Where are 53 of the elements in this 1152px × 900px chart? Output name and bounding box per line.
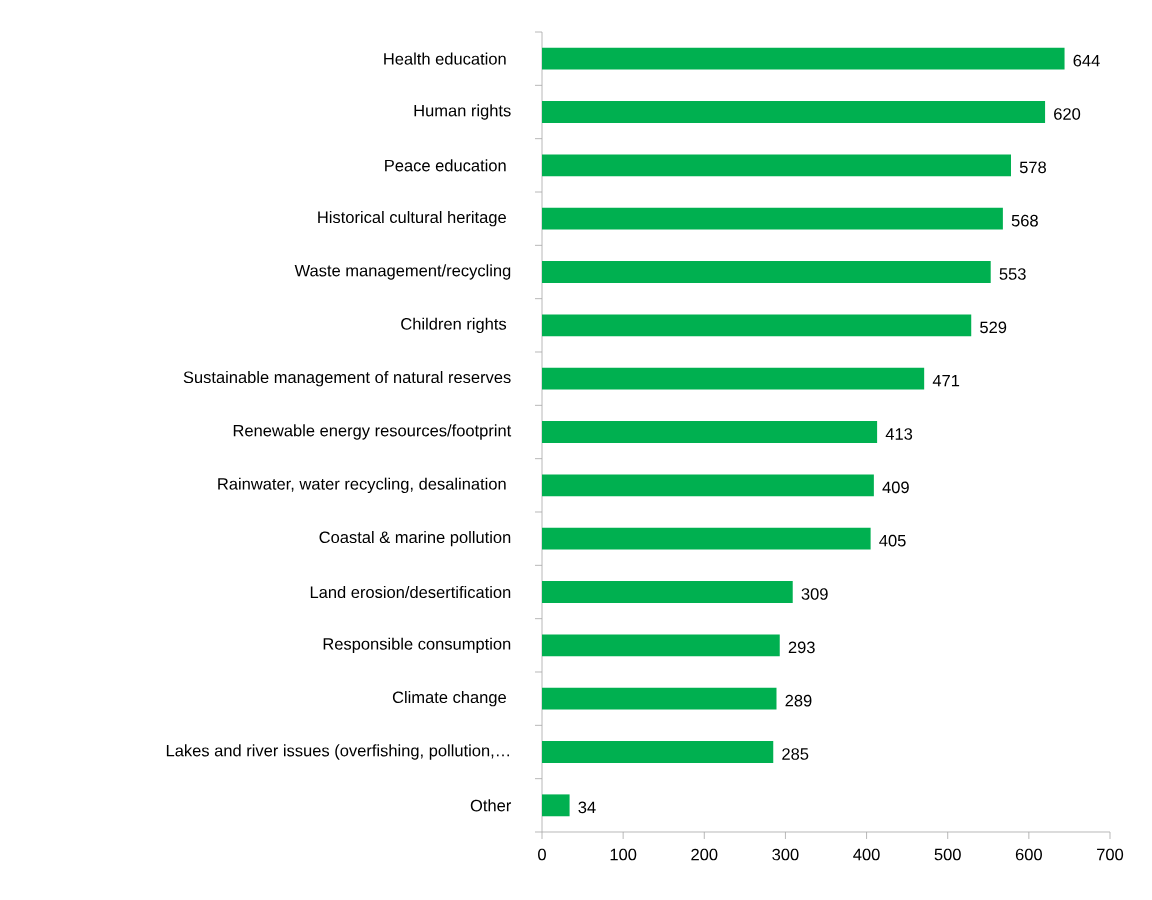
bar — [542, 261, 991, 283]
bar — [542, 527, 871, 550]
data-label: 285 — [782, 748, 809, 760]
bar — [542, 207, 1003, 230]
y-tick-label: Children rights — [401, 317, 507, 334]
y-tick-label: Climate change — [392, 690, 506, 707]
data-label: 405 — [879, 534, 906, 547]
x-tick-label: 100 — [610, 848, 637, 861]
bar — [542, 687, 777, 710]
data-label: 309 — [801, 588, 828, 600]
y-tick-label: Waste management/recycling — [294, 264, 511, 280]
data-label: 529 — [980, 321, 1007, 334]
y-tick-label: Human rights — [414, 104, 511, 120]
bar — [542, 741, 774, 763]
data-label: 293 — [788, 641, 815, 654]
bar — [542, 421, 878, 443]
y-tick-label: Coastal & marine pollution — [319, 530, 511, 547]
bar — [542, 314, 972, 337]
bar — [542, 474, 874, 497]
y-tick-label: Health education — [384, 52, 506, 65]
bar — [542, 794, 570, 817]
x-tick-label: 600 — [1015, 848, 1042, 861]
y-tick-label: Historical cultural heritage — [318, 210, 506, 227]
bar — [542, 101, 1046, 123]
bar — [542, 47, 1065, 70]
bar — [542, 154, 1011, 177]
x-tick-label: 300 — [772, 848, 799, 861]
x-tick-label: 500 — [934, 848, 961, 861]
y-tick-label: Lakes and river issues (overfishing, pollution,… — [166, 744, 509, 760]
data-label: 568 — [1011, 214, 1038, 227]
bar — [542, 634, 780, 657]
y-tick-label: Other — [470, 799, 512, 812]
data-label: 644 — [1073, 54, 1100, 67]
bar — [542, 367, 925, 390]
y-tick-label: Renewable energy resources/footprint — [233, 424, 512, 440]
data-label: 34 — [578, 801, 596, 814]
data-label: 289 — [785, 694, 812, 707]
x-tick-label: 700 — [1097, 848, 1124, 861]
y-tick-label: Responsible consumption — [323, 637, 511, 654]
y-tick-label: Sustainable management of natural reserves — [183, 370, 511, 387]
x-tick-label: 200 — [691, 848, 718, 861]
data-label: 578 — [1019, 161, 1046, 174]
data-label: 471 — [932, 374, 960, 387]
data-label: 553 — [999, 268, 1026, 280]
data-label: 409 — [882, 481, 909, 494]
bar — [542, 581, 793, 603]
data-label: 413 — [885, 428, 913, 440]
y-tick-label: Peace education — [385, 159, 506, 172]
x-tick-label: 0 — [538, 848, 546, 861]
y-tick-label: Land erosion/desertification — [310, 585, 511, 599]
data-label: 620 — [1054, 108, 1081, 120]
y-tick-label: Rainwater, water recycling, desalination — [218, 477, 506, 494]
x-tick-label: 400 — [853, 848, 880, 861]
